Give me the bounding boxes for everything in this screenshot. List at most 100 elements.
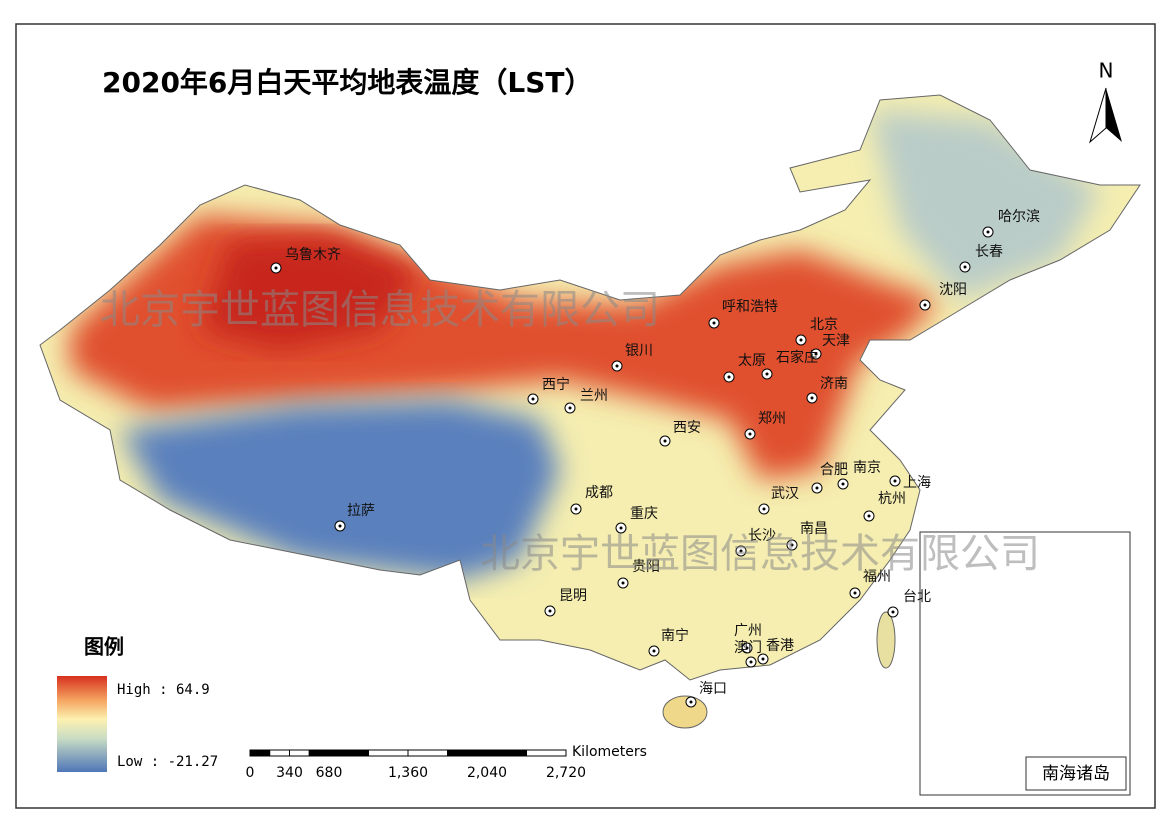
city-label: 南昌 [800,521,828,537]
city-marker-dot [923,303,927,307]
city-marker-dot [739,549,743,553]
city-marker-dot [815,486,819,490]
city-marker-dot [790,543,794,547]
scale-segment [368,749,409,757]
city-label: 上海 [903,475,931,491]
city-label: 澳门 [734,640,762,656]
legend-high: High : 64.9 [117,682,210,698]
city-label: 广州 [734,623,762,639]
city-marker-dot [893,479,897,483]
city-label: 兰州 [580,388,608,404]
scale-unit: Kilometers [572,744,647,760]
legend-title: 图例 [84,635,124,659]
city-marker-dot [799,338,803,342]
north-arrow [1106,88,1122,142]
city-marker-dot [762,507,766,511]
watermark: 北京宇世蓝图信息技术有限公司 [100,287,660,333]
city-label: 福州 [863,569,891,585]
city-marker-dot [663,439,667,443]
city-marker-dot [689,700,693,704]
city-marker-dot [568,406,572,410]
scale-tick-label: 340 [276,765,303,781]
city-label: 西宁 [542,376,570,393]
scale-segment [249,749,271,757]
city-label: 武汉 [771,486,799,502]
inset-frame [919,531,1131,796]
city-marker-dot [712,321,716,325]
north-label: N [1099,59,1114,83]
city-marker-dot [619,526,623,530]
city-label: 呼和浩特 [722,299,778,315]
map-title: 2020年6月白天平均地表温度（LST） [102,66,593,99]
city-marker-dot [621,581,625,585]
city-label: 海口 [699,681,727,697]
city-label: 成都 [585,485,613,501]
city-label: 拉萨 [347,503,375,519]
city-label: 长沙 [748,528,776,544]
scale-segment [526,749,567,757]
city-label: 乌鲁木齐 [285,247,341,263]
city-label: 台北 [903,589,931,605]
scale-segment [308,749,330,757]
hainan [662,695,708,729]
city-label: 重庆 [630,506,658,522]
city-marker-dot [963,265,967,269]
city-label: 石家庄 [776,349,818,366]
city-marker-dot [765,372,769,376]
inset-label-box [1025,756,1127,791]
city-marker-dot [749,660,753,664]
legend-low: Low : -21.27 [117,754,218,770]
city-label: 北京 [810,317,838,333]
watermark: 北京宇世蓝图信息技术有限公司 [480,531,1040,577]
scale-segment [407,749,448,757]
city-label: 杭州 [878,491,906,507]
scale-tick-label: 680 [316,765,343,781]
city-label: 南京 [853,460,881,476]
city-marker-dot [891,610,895,614]
city-label: 长春 [975,244,1003,260]
city-label: 沈阳 [939,282,967,298]
city-marker-dot [727,375,731,379]
city-marker-dot [615,364,619,368]
city-marker-dot [338,524,342,528]
city-label: 天津 [822,333,850,349]
city-label: 贵阳 [632,559,660,575]
scale-tick-label: 1,360 [388,765,428,781]
city-label: 哈尔滨 [998,209,1040,225]
scale-segment [289,749,310,757]
city-label: 银川 [625,343,653,359]
scale-segment [486,749,527,757]
scale-tick-label: 2,040 [467,765,507,781]
scale-bar: 0 340 680 1,360 2,040 2,720 Kilometers [246,744,647,781]
city-marker-dot [548,609,552,613]
city-label: 香港 [766,638,794,654]
scale-segment [328,749,369,757]
city-label: 济南 [820,376,848,392]
city-label: 南宁 [661,627,689,644]
city-marker-dot [574,507,578,511]
scale-tick-label: 2,720 [546,765,586,781]
city-marker-dot [274,266,278,270]
city-marker-dot [745,646,749,650]
city-marker-dot [853,591,857,595]
inset-label: 南海诸岛 [1042,764,1110,784]
city-marker-dot [867,514,871,518]
scale-segment [269,749,290,757]
taiwan [876,611,896,669]
scale-tick-label: 0 [246,765,255,781]
city-marker-dot [841,482,845,486]
city-label: 西安 [673,420,701,436]
city-marker-dot [810,396,814,400]
city-label: 合肥 [820,462,848,478]
legend-ramp [57,676,107,772]
scale-segment [447,749,488,757]
city-marker-dot [652,649,656,653]
city-marker-dot [814,352,818,356]
city-marker-dot [761,657,765,661]
city-marker-dot [986,230,990,234]
city-marker-dot [748,432,752,436]
city-marker-dot [531,397,535,401]
city-label: 郑州 [758,411,786,427]
